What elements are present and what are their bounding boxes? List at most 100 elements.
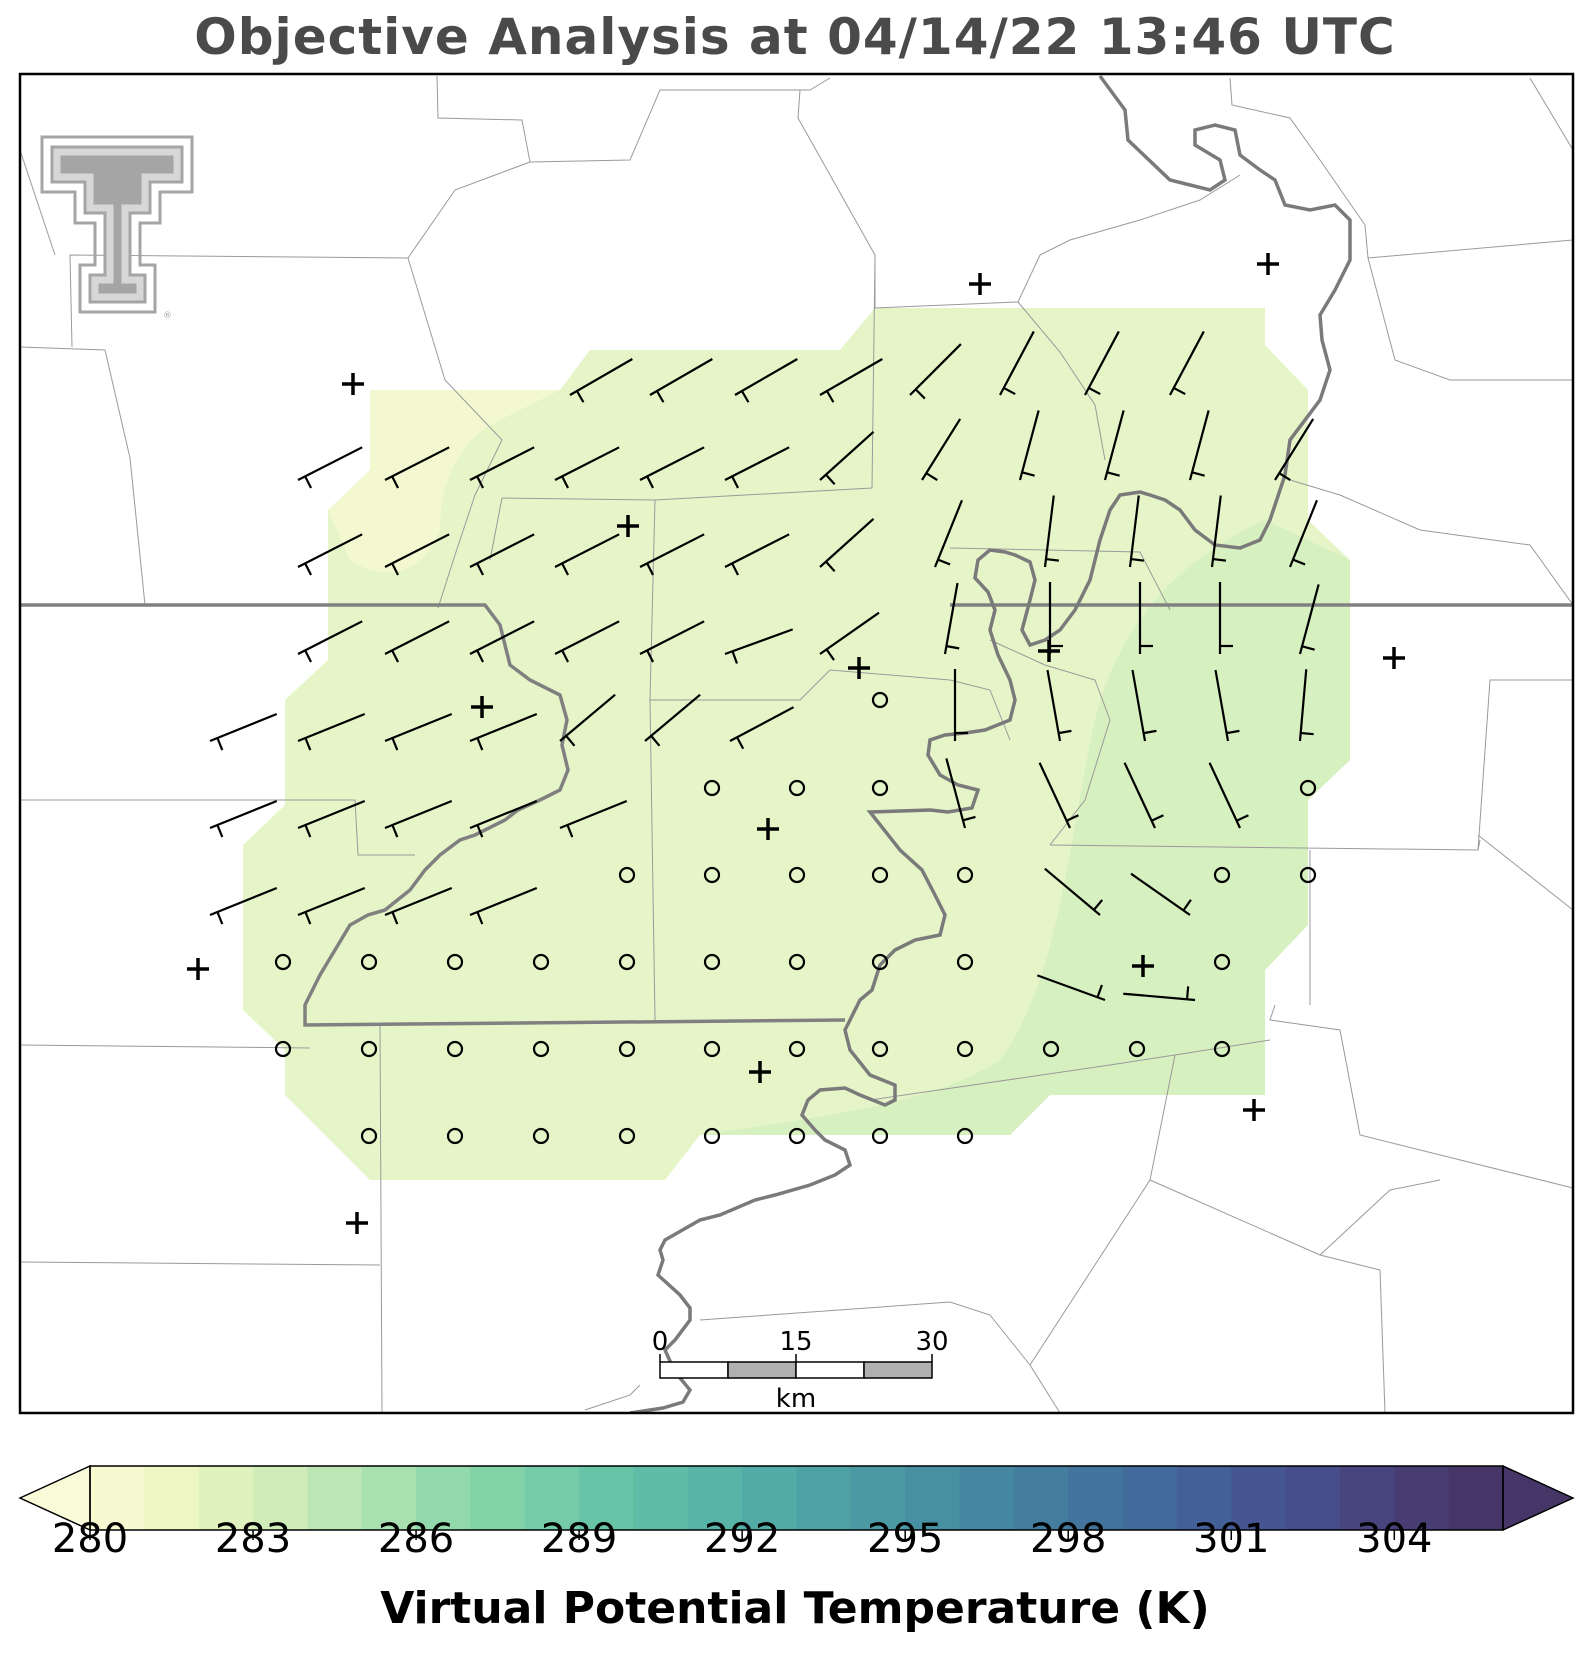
colorbar: 280 283 286 289 292 295 298 301 304 xyxy=(18,1464,1575,1562)
station-marker xyxy=(969,273,991,295)
colorbar-block xyxy=(144,1466,200,1530)
wind-barb xyxy=(384,713,453,751)
calm-wind-marker xyxy=(703,1040,721,1058)
scale-label-30: 30 xyxy=(915,1327,948,1357)
map-frame xyxy=(18,72,1575,1415)
station-marker xyxy=(1038,640,1060,662)
wind-barb xyxy=(1298,669,1314,742)
calm-wind-marker xyxy=(788,1040,806,1058)
analysis-field xyxy=(243,308,1350,1180)
wind-barb xyxy=(1123,986,1196,1002)
colorbar-tick-label: 304 xyxy=(1356,1516,1432,1562)
colorbar-block xyxy=(253,1466,308,1530)
wind-barb xyxy=(909,343,962,400)
wind-barb xyxy=(999,330,1035,396)
wind-barb xyxy=(297,620,363,663)
wind-barb xyxy=(554,620,620,663)
colorbar-tick-label: 280 xyxy=(52,1516,128,1562)
wind-barb xyxy=(297,713,366,751)
calm-wind-marker xyxy=(871,1040,889,1058)
colorbar-block xyxy=(361,1466,417,1530)
wind-barb xyxy=(209,887,278,925)
colorbar-block xyxy=(1176,1466,1232,1530)
wind-barb xyxy=(1169,330,1205,396)
calm-wind-marker xyxy=(788,779,806,797)
wind-barb xyxy=(297,533,363,576)
colorbar-block xyxy=(742,1466,797,1530)
calm-wind-marker xyxy=(360,1040,378,1058)
wind-barb xyxy=(1043,495,1060,568)
colorbar-block xyxy=(524,1466,580,1530)
calm-wind-marker xyxy=(446,1127,464,1145)
wind-barb xyxy=(469,887,538,925)
wind-barb xyxy=(1131,669,1157,742)
wind-barb xyxy=(943,582,960,655)
calm-wind-marker xyxy=(703,866,721,884)
wind-barb xyxy=(297,887,366,925)
wind-barb xyxy=(469,446,535,489)
wind-barb xyxy=(1210,495,1227,568)
wind-barb xyxy=(1084,330,1120,396)
colorbar-tick-label: 295 xyxy=(867,1516,943,1562)
colorbar-over-triangle xyxy=(1502,1464,1575,1532)
wind-barb xyxy=(1123,762,1164,829)
wind-barb xyxy=(1044,867,1104,916)
wind-barb xyxy=(1103,410,1125,481)
wind-barb xyxy=(384,533,450,576)
wind-barb xyxy=(1046,669,1072,742)
calm-wind-marker xyxy=(956,953,974,971)
colorbar-block xyxy=(307,1466,363,1530)
wind-barb xyxy=(384,446,450,489)
calm-wind-marker xyxy=(1128,1040,1146,1058)
colorbar-block xyxy=(198,1466,254,1530)
wind-barb xyxy=(729,706,795,750)
calm-wind-marker xyxy=(956,1040,974,1058)
wind-barb xyxy=(469,800,538,838)
station-marker xyxy=(1132,955,1154,977)
wind-barb xyxy=(639,446,705,489)
wind-barb xyxy=(1038,762,1079,829)
colorbar-label: Virtual Potential Temperature (K) xyxy=(380,1583,1210,1634)
colorbar-block xyxy=(579,1466,634,1530)
chart-title: Objective Analysis at 04/14/22 13:46 UTC xyxy=(194,8,1396,66)
colorbar-block xyxy=(633,1466,689,1530)
wind-barb xyxy=(921,418,962,482)
colorbar-block xyxy=(959,1466,1015,1530)
calm-wind-marker xyxy=(1213,866,1231,884)
svg-text:®: ® xyxy=(163,311,172,321)
calm-wind-marker xyxy=(1213,1040,1231,1058)
calm-wind-marker xyxy=(446,1040,464,1058)
wind-barb xyxy=(469,620,535,663)
wind-barb xyxy=(554,533,620,576)
wind-barb xyxy=(559,693,616,747)
calm-wind-marker xyxy=(871,779,889,797)
wind-barb xyxy=(644,693,701,747)
calm-wind-marker xyxy=(618,1040,636,1058)
calm-wind-marker xyxy=(703,1127,721,1145)
wind-barb xyxy=(554,446,620,489)
analysis-cool-core xyxy=(328,390,560,573)
colorbar-tick-label: 283 xyxy=(215,1516,291,1562)
wind-barb xyxy=(639,533,705,576)
wind-barb xyxy=(724,628,794,664)
wind-barb xyxy=(1208,762,1249,829)
calm-wind-marker xyxy=(788,866,806,884)
colorbar-block xyxy=(470,1466,526,1530)
colorbar-block xyxy=(796,1466,852,1530)
texas-tech-double-t-logo: ® xyxy=(40,135,194,321)
colorbar-block xyxy=(905,1466,961,1530)
station-marker xyxy=(749,1061,771,1083)
colorbar-block xyxy=(1068,1466,1124,1530)
colorbar-tick-label: 298 xyxy=(1030,1516,1106,1562)
wind-barb xyxy=(1036,974,1106,1002)
station-marker xyxy=(346,1212,368,1234)
calm-wind-marker xyxy=(871,866,889,884)
wind-barb xyxy=(569,358,633,403)
calm-wind-marker xyxy=(703,953,721,971)
calm-wind-marker xyxy=(1213,953,1231,971)
colorbar-tick-label: 292 xyxy=(704,1516,780,1562)
calm-wind-marker xyxy=(532,953,550,971)
calm-wind-marker xyxy=(788,953,806,971)
wind-barb xyxy=(1130,872,1192,916)
